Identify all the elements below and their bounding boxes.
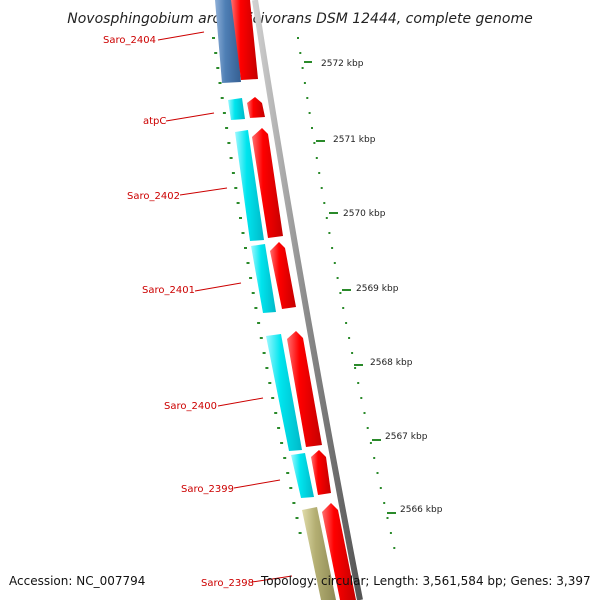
- gene-saro-2400[interactable]: Saro_2400: [164, 331, 322, 451]
- kbp-label: 2572 kbp: [321, 59, 364, 69]
- label-leader: [233, 479, 281, 489]
- cds-feature[interactable]: [270, 242, 296, 309]
- label-leader: [251, 575, 293, 583]
- kbp-label: 2566 kbp: [400, 505, 443, 515]
- label-leader: [179, 187, 228, 196]
- kbp-label: 2571 kbp: [333, 135, 376, 145]
- scale-ticks: [297, 37, 396, 549]
- kbp-label: 2567 kbp: [385, 432, 428, 442]
- gene-feature[interactable]: [235, 130, 264, 241]
- cds-feature[interactable]: [247, 97, 265, 118]
- gene-label[interactable]: Saro_2399: [181, 484, 234, 495]
- cds-feature[interactable]: [311, 450, 331, 495]
- gene-saro-2398[interactable]: Saro_2398: [201, 503, 356, 600]
- gene-saro-2399[interactable]: Saro_2399: [181, 450, 331, 498]
- gene-feature[interactable]: [266, 334, 302, 451]
- kbp-label: 2570 kbp: [343, 209, 386, 219]
- gene-feature[interactable]: [291, 453, 314, 498]
- label-leader: [217, 397, 264, 407]
- label-leader: [165, 112, 215, 122]
- kbp-markers: 2572 kbp 2571 kbp 2570 kbp 2569 kbp 2568…: [304, 59, 443, 515]
- cds-feature[interactable]: [322, 503, 356, 600]
- gene-label[interactable]: Saro_2404: [103, 35, 156, 46]
- gene-label[interactable]: atpC: [143, 116, 166, 127]
- cds-feature[interactable]: [252, 128, 283, 238]
- gene-saro-2402[interactable]: Saro_2402: [127, 128, 283, 241]
- kbp-label: 2569 kbp: [356, 284, 399, 294]
- accession-text: Accession: NC_007794: [9, 574, 146, 588]
- gene-feature[interactable]: [302, 507, 336, 600]
- kbp-label: 2568 kbp: [370, 358, 413, 368]
- gene-label[interactable]: Saro_2398: [201, 578, 254, 589]
- gene-saro-2401[interactable]: Saro_2401: [142, 242, 296, 313]
- label-leader: [157, 31, 205, 41]
- gene-label[interactable]: Saro_2402: [127, 191, 180, 202]
- cds-feature[interactable]: [231, 0, 258, 80]
- cds-feature[interactable]: [287, 331, 322, 447]
- map-title: Novosphingobium aromaticivorans DSM 1244…: [67, 11, 532, 27]
- gene-feature[interactable]: [251, 244, 276, 313]
- inner-scale-ticks: [212, 37, 302, 534]
- gene-label[interactable]: Saro_2401: [142, 285, 195, 296]
- gene-feature[interactable]: [228, 98, 245, 120]
- genome-backbone: [252, 0, 363, 600]
- topology-text: Topology: circular; Length: 3,561,584 bp…: [261, 574, 591, 588]
- label-leader: [194, 282, 242, 292]
- gene-label[interactable]: Saro_2400: [164, 401, 217, 412]
- gene-atpc[interactable]: atpC: [143, 97, 265, 127]
- gene-saro-2404[interactable]: Saro_2404: [103, 0, 258, 83]
